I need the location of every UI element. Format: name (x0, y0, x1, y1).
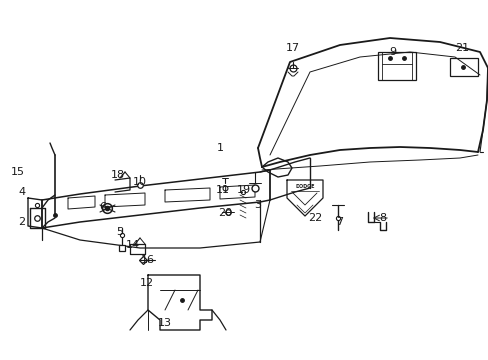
Text: 3: 3 (254, 200, 261, 210)
Bar (377, 52, 415, 80)
Text: 8: 8 (379, 213, 386, 223)
Text: 22: 22 (307, 213, 322, 223)
Text: DODGE: DODGE (295, 184, 314, 189)
Text: 1: 1 (216, 143, 223, 153)
Text: 21: 21 (454, 43, 468, 53)
Text: 9: 9 (388, 47, 396, 57)
Text: 15: 15 (11, 167, 25, 177)
Text: 20: 20 (218, 208, 232, 218)
Text: 13: 13 (158, 318, 172, 328)
Text: 14: 14 (126, 240, 140, 250)
Text: 5: 5 (116, 227, 123, 237)
Text: 6: 6 (99, 202, 106, 212)
Text: 17: 17 (285, 43, 300, 53)
Text: 10: 10 (133, 177, 147, 187)
Text: 11: 11 (216, 185, 229, 195)
Text: 7: 7 (336, 217, 343, 227)
Text: 19: 19 (237, 185, 250, 195)
Text: 12: 12 (140, 278, 154, 288)
Text: 2: 2 (19, 217, 25, 227)
Bar (449, 58, 477, 76)
Text: 4: 4 (19, 187, 25, 197)
Text: 16: 16 (141, 255, 155, 265)
Text: 18: 18 (111, 170, 125, 180)
